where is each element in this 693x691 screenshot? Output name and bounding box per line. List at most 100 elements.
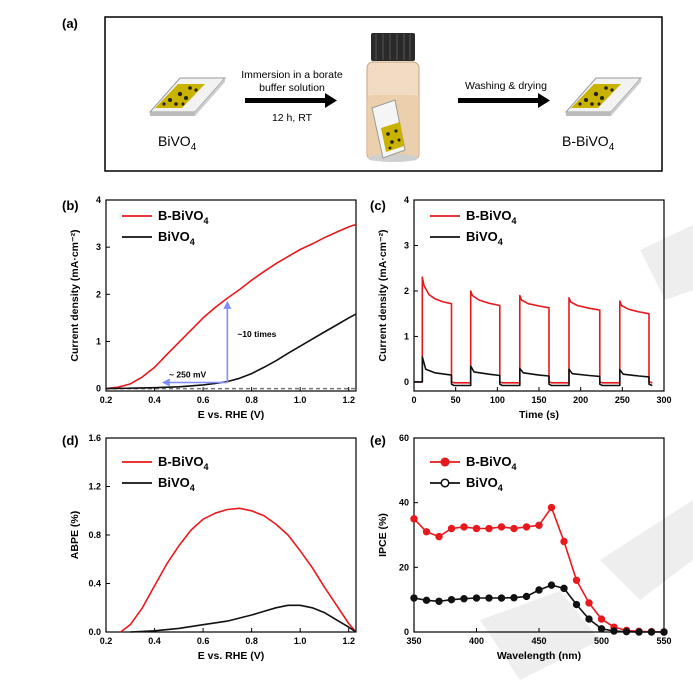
data-point-bivo4 [510, 594, 518, 602]
y-tick-label: 60 [399, 433, 409, 443]
data-point-bivo4 [585, 615, 593, 623]
panel-a: (a) BiVO4 Immersion in a borate buffer s… [62, 16, 663, 172]
data-point-bivo4 [535, 586, 543, 594]
watermark-shape [640, 225, 693, 300]
x-axis-label: Time (s) [519, 409, 559, 421]
data-point-b-bivo4 [460, 523, 468, 531]
data-point-b-bivo4 [597, 615, 606, 623]
data-point-b-bivo4 [522, 523, 531, 531]
data-point-bivo4 [660, 628, 668, 636]
data-point-bivo4 [435, 597, 443, 605]
x-tick-label: 1.0 [294, 395, 307, 405]
data-point-bivo4 [485, 594, 493, 602]
watermark-chevrons [480, 225, 693, 680]
plot-frame [105, 437, 357, 633]
plot-frame [105, 199, 357, 392]
arrow-2-icon [458, 93, 550, 108]
y-tick-label: 3 [404, 240, 409, 250]
x-tick-label: 0.6 [197, 636, 210, 646]
left-sample-label: BiVO4 [158, 133, 197, 153]
data-point-b-bivo4 [472, 524, 481, 533]
legend-marker-b-bivo4 [440, 457, 450, 467]
chart-e: 350 400 450 500 550 0 20 40 60 Wavelength (nm) IPC… [377, 433, 672, 662]
series-line-bivo4 [105, 313, 357, 390]
data-point-bivo4 [547, 581, 556, 589]
x-tick-label: 1.0 [294, 636, 307, 646]
y-tick-label: 40 [399, 498, 409, 508]
x-tick-label: 1.2 [342, 395, 355, 405]
arrow-shift-head [161, 378, 170, 387]
x-tick-label: 0.2 [100, 395, 113, 405]
x-tick-label: 150 [531, 395, 546, 405]
data-point-b-bivo4 [435, 532, 443, 541]
y-tick-label: 1.6 [88, 433, 101, 443]
data-point-bivo4 [560, 584, 568, 593]
vial-icon [366, 33, 420, 162]
y-axis-label: Current density (mA·cm⁻²) [69, 229, 81, 361]
x-tick-label: 0.4 [148, 395, 161, 405]
y-tick-label: 0 [96, 384, 101, 394]
x-tick-label: 0.8 [245, 395, 258, 405]
x-tick-label: 550 [656, 636, 671, 646]
y-tick-label: 4 [404, 195, 409, 205]
panel-c-label: (c) [370, 198, 386, 213]
data-point-b-bivo4 [485, 524, 493, 533]
legend-label-bivo4: BiVO4 [158, 229, 195, 247]
y-tick-label: 0 [404, 627, 409, 637]
series-line-b-bivo4 [120, 507, 357, 633]
data-point-bivo4 [610, 627, 618, 635]
data-point-bivo4 [635, 628, 643, 636]
legend-label-b-bivo4: B-BiVO4 [466, 454, 517, 472]
data-point-bivo4 [647, 628, 656, 636]
y-tick-label: 2 [404, 286, 409, 296]
data-point-b-bivo4 [510, 524, 518, 533]
x-tick-label: 400 [469, 636, 484, 646]
data-point-bivo4 [497, 594, 506, 602]
data-point-bivo4 [410, 594, 418, 602]
step1-line1: Immersion in a borate [241, 69, 343, 81]
x-axis-label: E vs. RHE (V) [198, 409, 265, 421]
data-point-b-bivo4 [572, 576, 581, 584]
watermark-shape [480, 591, 600, 680]
data-point-bivo4 [447, 595, 456, 604]
x-tick-label: 500 [594, 636, 609, 646]
x-tick-label: 350 [406, 636, 421, 646]
x-tick-label: 200 [573, 395, 588, 405]
arrow-1-icon [245, 93, 337, 108]
x-tick-label: 250 [615, 395, 630, 405]
data-point-b-bivo4 [497, 523, 506, 531]
annotation-10x: ~10 times [237, 329, 276, 339]
y-tick-label: 20 [399, 562, 409, 572]
data-point-bivo4 [622, 627, 631, 636]
y-tick-label: 0.8 [88, 530, 101, 540]
data-point-b-bivo4 [410, 515, 418, 523]
x-tick-label: 450 [531, 636, 546, 646]
y-tick-label: 0 [404, 377, 409, 387]
x-tick-label: 0.2 [100, 636, 113, 646]
annotation-shift: ~ 250 mV [169, 370, 206, 380]
x-tick-label: 0.4 [148, 636, 161, 646]
data-point-b-bivo4 [560, 537, 568, 546]
data-point-b-bivo4 [585, 599, 593, 607]
data-point-bivo4 [597, 625, 606, 633]
right-sample-label: B-BiVO4 [562, 133, 615, 153]
panel-e-label: (e) [370, 433, 386, 448]
x-tick-label: 0 [411, 395, 416, 405]
legend-label-b-bivo4: B-BiVO4 [466, 208, 517, 226]
data-point-bivo4 [522, 592, 531, 601]
y-tick-label: 0.0 [88, 627, 101, 637]
y-tick-label: 1 [96, 336, 101, 346]
legend-label-b-bivo4: B-BiVO4 [158, 454, 209, 472]
legend-label-bivo4: BiVO4 [466, 229, 503, 247]
series-line-bivo4 [130, 604, 357, 633]
x-tick-label: 0.6 [197, 395, 210, 405]
data-point-bivo4 [572, 600, 581, 609]
series-line-bivo4 [414, 356, 653, 387]
y-tick-label: 1 [404, 331, 409, 341]
chart-b: 0.2 0.4 0.6 0.8 1.0 1.2 0 1 2 3 4 E vs. RHE (V) Curr… [69, 195, 357, 421]
y-tick-label: 4 [96, 195, 101, 205]
x-tick-label: 0.8 [245, 636, 258, 646]
y-tick-label: 2 [96, 289, 101, 299]
x-tick-label: 1.2 [342, 636, 355, 646]
